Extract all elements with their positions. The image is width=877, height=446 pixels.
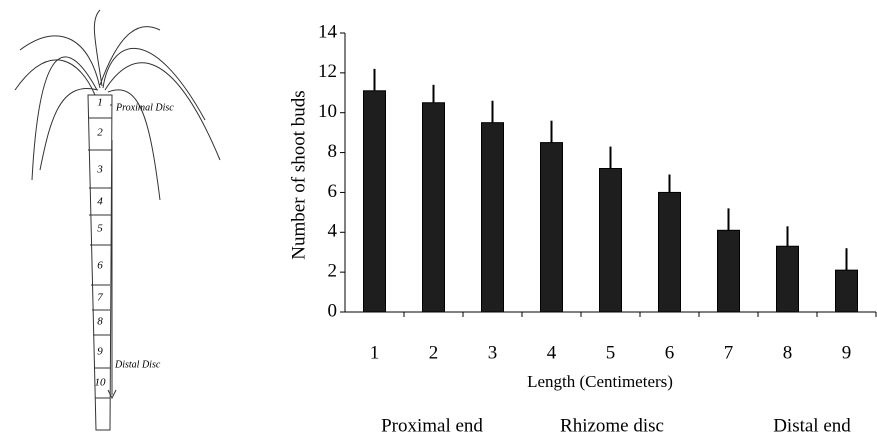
sketch-top-label: Proximal Disc	[115, 102, 174, 113]
segment-number: 4	[97, 196, 103, 208]
y-tick-label: 12	[318, 61, 337, 82]
segment-number: 1	[97, 97, 103, 109]
x-tick-label: 4	[547, 342, 557, 363]
bar	[658, 191, 681, 313]
y-tick-label: 14	[318, 21, 338, 42]
x-tick-label: 8	[783, 342, 793, 363]
y-tick-label: 10	[318, 101, 337, 122]
bar	[481, 122, 504, 313]
bar	[540, 142, 563, 313]
x-tick-label: 5	[606, 342, 616, 363]
y-tick-label: 4	[328, 221, 338, 242]
segment-number: 8	[97, 316, 103, 328]
segment-number: 2	[97, 127, 103, 139]
segment-number: 9	[97, 346, 103, 358]
segment-number: 10	[95, 377, 107, 389]
annotation: Distal end	[773, 415, 851, 436]
sketch-bottom-label: Distal Disc	[114, 359, 161, 370]
bar	[599, 168, 622, 313]
y-tick-label: 0	[328, 300, 338, 321]
bar	[422, 102, 445, 313]
segment-number: 5	[97, 223, 103, 235]
x-axis-title: Length (Centimeters)	[527, 372, 673, 391]
y-tick-label: 6	[328, 181, 338, 202]
segment-number: 7	[97, 292, 103, 304]
annotation: Rhizome disc	[560, 415, 664, 436]
arrow-head	[107, 389, 117, 400]
segment-number: 6	[97, 260, 103, 272]
annotation: Proximal end	[381, 415, 483, 436]
x-tick-label: 6	[665, 342, 675, 363]
x-tick-label: 1	[370, 342, 380, 363]
x-tick-label: 7	[724, 342, 734, 363]
x-tick-label: 9	[842, 342, 852, 363]
segment-number: 3	[96, 164, 103, 176]
y-tick-label: 2	[328, 261, 338, 282]
bar	[717, 229, 740, 313]
bar	[835, 269, 858, 313]
bar	[776, 245, 799, 313]
y-tick-label: 8	[328, 141, 338, 162]
y-axis-title: Number of shoot buds	[288, 90, 309, 259]
x-tick-label: 3	[488, 342, 498, 363]
rhizome-body	[87, 94, 113, 431]
x-tick-label: 2	[429, 342, 439, 363]
rhizome-sketch	[14, 9, 221, 431]
leaves	[14, 9, 221, 201]
arrow-line	[110, 104, 113, 395]
bar	[363, 90, 386, 313]
segment-lines	[88, 117, 112, 399]
